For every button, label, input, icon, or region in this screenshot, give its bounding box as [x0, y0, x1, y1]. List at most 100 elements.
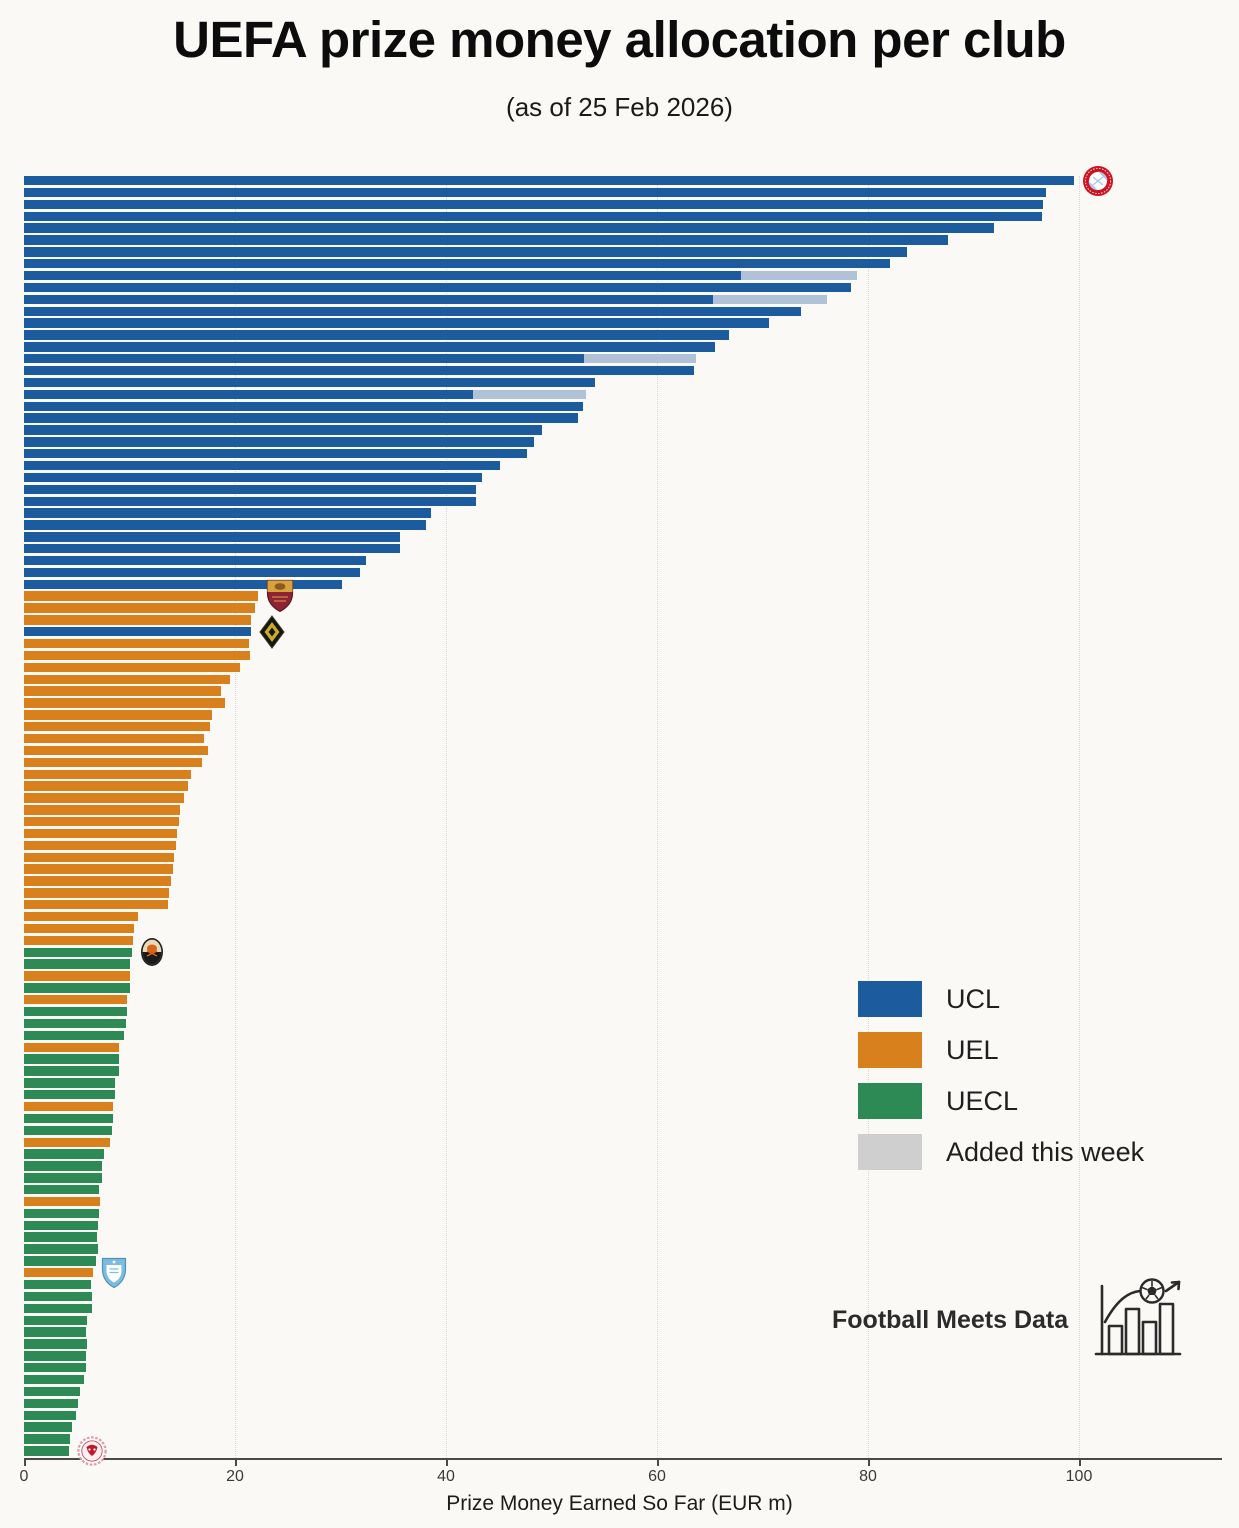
bar-uel [24, 864, 173, 874]
legend: UCL UEL UECL Added this week [858, 981, 1144, 1185]
bar-uel [24, 1042, 119, 1052]
legend-item-ucl: UCL [858, 981, 1144, 1017]
bar-uel [24, 1101, 113, 1112]
bar-uecl [24, 1386, 80, 1397]
bar-uecl [24, 1244, 98, 1254]
bar-uel [24, 781, 188, 791]
tick-label-40: 40 [437, 1468, 455, 1485]
legend-swatch [858, 1083, 922, 1119]
bar-ucl [24, 223, 994, 233]
tick-label-100: 100 [1065, 1468, 1093, 1485]
bar-uel [24, 722, 210, 732]
tick-mark-40 [446, 1460, 448, 1466]
bar-ucl [24, 259, 891, 269]
tick-label-0: 0 [19, 1468, 29, 1485]
x-axis-label: Prize Money Earned So Far (EUR m) [446, 1492, 793, 1515]
chart-subtitle: (as of 25 Feb 2026) [506, 92, 733, 122]
bar-uecl [24, 1279, 91, 1290]
added-this-week-segment [712, 294, 827, 305]
legend-item-uecl: UECL [858, 1083, 1144, 1119]
bar-uecl [24, 1006, 128, 1017]
bar-uecl [24, 1220, 98, 1230]
bar-uecl [24, 1161, 103, 1171]
bar-ucl [24, 508, 432, 518]
bar-ucl [24, 235, 949, 245]
bar-uel [24, 615, 251, 625]
gridline-20 [235, 176, 236, 1458]
tick-label-20: 20 [226, 1468, 244, 1485]
bar-uecl [24, 1173, 103, 1183]
added-this-week-segment [473, 389, 587, 400]
bar-uecl [24, 1351, 87, 1361]
bar-ucl [24, 318, 769, 328]
bar-uel [24, 603, 255, 613]
bar-uel [24, 852, 174, 862]
legend-item-added-this-week: Added this week [858, 1134, 1144, 1170]
legend-swatch [858, 1134, 922, 1170]
bar-ucl [24, 282, 852, 293]
bar-uecl [24, 1446, 70, 1456]
bar-ucl [24, 543, 400, 554]
bar-uecl [24, 1113, 113, 1124]
bar-ucl [24, 520, 426, 530]
tick-label-80: 80 [859, 1468, 877, 1485]
bar-uecl [24, 1125, 112, 1136]
bar-ucl [24, 472, 482, 483]
bar-uel [24, 805, 181, 815]
bar-uel [24, 911, 138, 922]
bar-ucl [24, 377, 595, 388]
bar-uel [24, 686, 222, 696]
bar-ucl [24, 365, 694, 376]
x-axis-line [24, 1458, 1222, 1460]
bar-ucl [24, 627, 251, 637]
bar-ucl [24, 211, 1043, 221]
bar-uel [24, 591, 259, 601]
bar-uecl [24, 1078, 115, 1088]
bar-uel [24, 923, 134, 934]
bar-ucl [24, 460, 500, 471]
roma-crest-icon [266, 579, 294, 618]
bar-ucl [24, 306, 801, 316]
legend-label: UCL [946, 983, 1001, 1014]
legend-label: Added this week [946, 1136, 1145, 1167]
bar-uecl [24, 1232, 97, 1242]
bar-uecl [24, 1018, 127, 1029]
bar-uecl [24, 1030, 125, 1041]
bar-uel [24, 876, 171, 886]
brand-name: Football Meets Data [832, 1306, 1069, 1334]
bar-uecl [24, 1208, 99, 1219]
bar-ucl [24, 567, 360, 578]
bar-uel [24, 769, 191, 779]
gridline-40 [446, 176, 447, 1458]
bar-uecl [24, 1410, 76, 1420]
bar-uel [24, 674, 230, 684]
bar-ucl [24, 247, 907, 257]
gridline-60 [657, 176, 658, 1458]
bar-uecl [24, 1339, 88, 1349]
bayern-crest-icon [1082, 165, 1114, 202]
bar-uecl [24, 1256, 96, 1266]
diamond-crest-icon [259, 614, 285, 654]
bar-uel [24, 698, 225, 708]
bar-ucl [24, 270, 742, 281]
bar-uel [24, 995, 128, 1005]
legend-swatch [858, 981, 922, 1017]
bar-uecl [24, 1422, 72, 1432]
bar-uel [24, 793, 185, 803]
bar-uel [24, 745, 208, 756]
tick-label-60: 60 [648, 1468, 666, 1485]
bar-ucl [24, 354, 585, 364]
bar-ucl [24, 401, 584, 411]
bar-uecl [24, 1315, 88, 1325]
bar-uel [24, 817, 180, 827]
bar-ucl [24, 176, 1074, 186]
bar-uecl [24, 947, 132, 957]
bar-uecl [24, 1434, 71, 1444]
bar-uel [24, 757, 203, 768]
bar-uel [24, 733, 205, 744]
bar-ucl [24, 555, 366, 566]
bar-uel [24, 900, 168, 910]
bar-ucl [24, 330, 729, 340]
bar-uecl [24, 1327, 87, 1337]
bar-ucl [24, 413, 578, 423]
